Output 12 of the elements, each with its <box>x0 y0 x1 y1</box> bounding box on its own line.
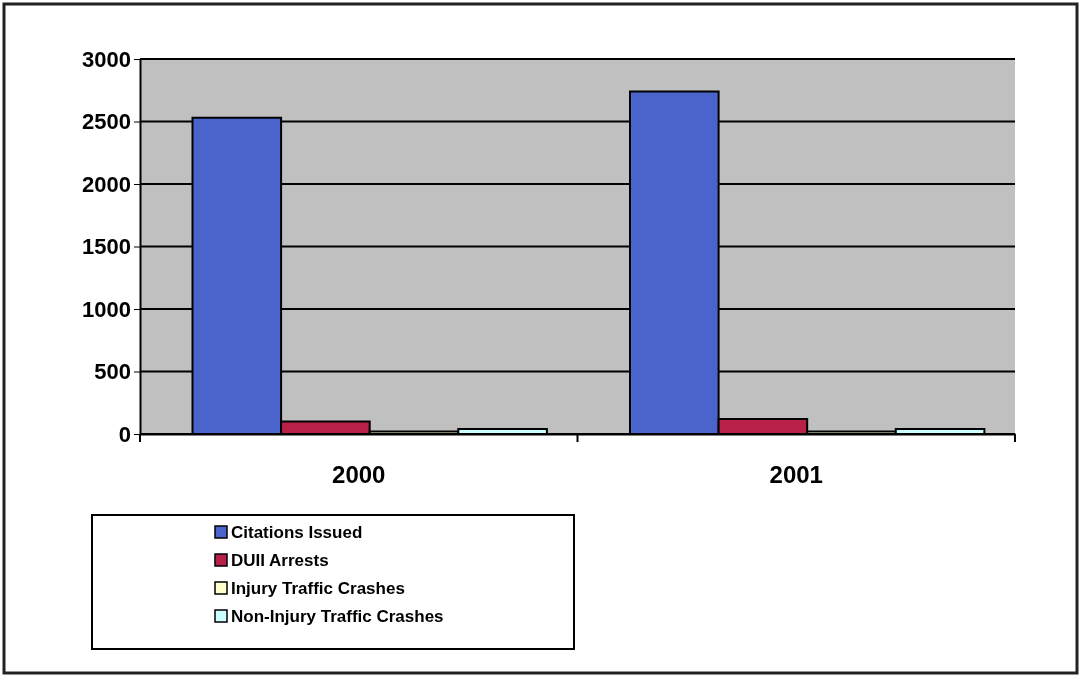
legend-label: Non-Injury Traffic Crashes <box>231 607 444 626</box>
y-tick-label: 2000 <box>82 171 131 197</box>
y-tick-label: 500 <box>94 359 131 385</box>
legend-label: Injury Traffic Crashes <box>231 579 405 598</box>
y-tick-label: 2500 <box>82 109 131 135</box>
y-tick-label: 1000 <box>82 296 131 322</box>
y-tick-label: 0 <box>118 421 131 447</box>
legend-label: Citations Issued <box>231 523 363 542</box>
legend-label: DUII Arrests <box>231 551 329 570</box>
y-tick-label: 3000 <box>82 46 131 72</box>
y-tick-label: 1500 <box>82 234 131 260</box>
x-tick-label: 2001 <box>769 461 823 489</box>
